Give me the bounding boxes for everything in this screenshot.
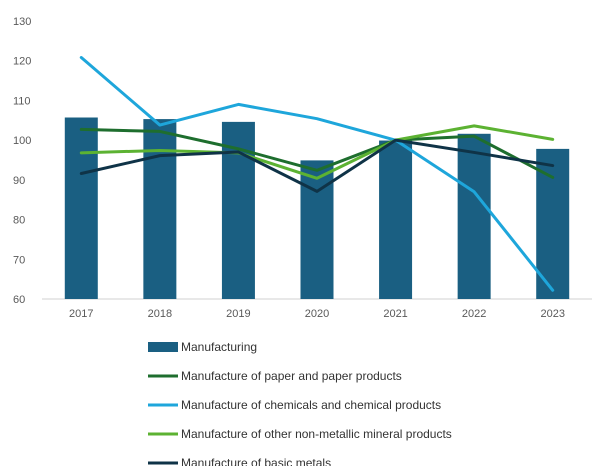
legend-label: Manufacture of chemicals and chemical pr… <box>181 398 441 412</box>
y-tick-label: 80 <box>13 215 25 227</box>
x-axis-ticks: 2017 2018 2019 2020 2021 2022 2023 <box>69 308 565 320</box>
x-tick-label: 2021 <box>383 308 407 320</box>
x-tick-label: 2017 <box>69 308 93 320</box>
x-tick-label: 2020 <box>305 308 329 320</box>
legend-item: Manufacturing <box>148 340 257 354</box>
y-tick-label: 90 <box>13 175 25 187</box>
y-tick-label: 100 <box>13 135 31 147</box>
line-series <box>79 56 555 292</box>
y-tick-label: 60 <box>13 294 25 306</box>
series-line-1 <box>79 127 555 179</box>
x-tick-label: 2022 <box>462 308 486 320</box>
series-line-3 <box>79 124 555 180</box>
legend-item: Manufacture of chemicals and chemical pr… <box>148 398 441 412</box>
legend-label: Manufacturing <box>181 340 257 354</box>
x-tick-label: 2018 <box>148 308 172 320</box>
legend: Manufacturing Manufacture of paper and pa… <box>148 340 452 470</box>
legend-label: Manufacture of basic metals <box>181 456 331 466</box>
y-axis-ticks: 60 70 80 90 100 110 120 130 <box>13 16 31 306</box>
bar-2017 <box>64 117 98 300</box>
legend-label: Manufacture of paper and paper products <box>181 369 402 383</box>
bar-2020 <box>300 160 334 299</box>
y-tick-label: 130 <box>13 16 31 28</box>
legend-item: Manufacture of basic metals <box>148 456 331 470</box>
legend-item: Manufacture of other non-metallic minera… <box>148 427 452 441</box>
y-tick-label: 120 <box>13 56 31 68</box>
bar-2022 <box>457 133 491 299</box>
legend-item: Manufacture of paper and paper products <box>148 369 402 383</box>
x-tick-label: 2023 <box>540 308 564 320</box>
legend-label: Manufacture of other non-metallic minera… <box>181 427 452 441</box>
bar-2021 <box>379 140 413 299</box>
series-line-4 <box>79 138 555 193</box>
x-tick-label: 2019 <box>226 308 250 320</box>
legend-swatch <box>148 342 178 352</box>
bar-2018 <box>143 119 177 299</box>
y-tick-label: 70 <box>13 254 25 266</box>
series-line-2 <box>79 56 555 292</box>
y-tick-label: 110 <box>13 95 31 107</box>
bar-2023 <box>536 148 570 299</box>
plot-area: 60 70 80 90 100 110 120 130 2017 2018 2019 2020 202… <box>13 16 592 320</box>
